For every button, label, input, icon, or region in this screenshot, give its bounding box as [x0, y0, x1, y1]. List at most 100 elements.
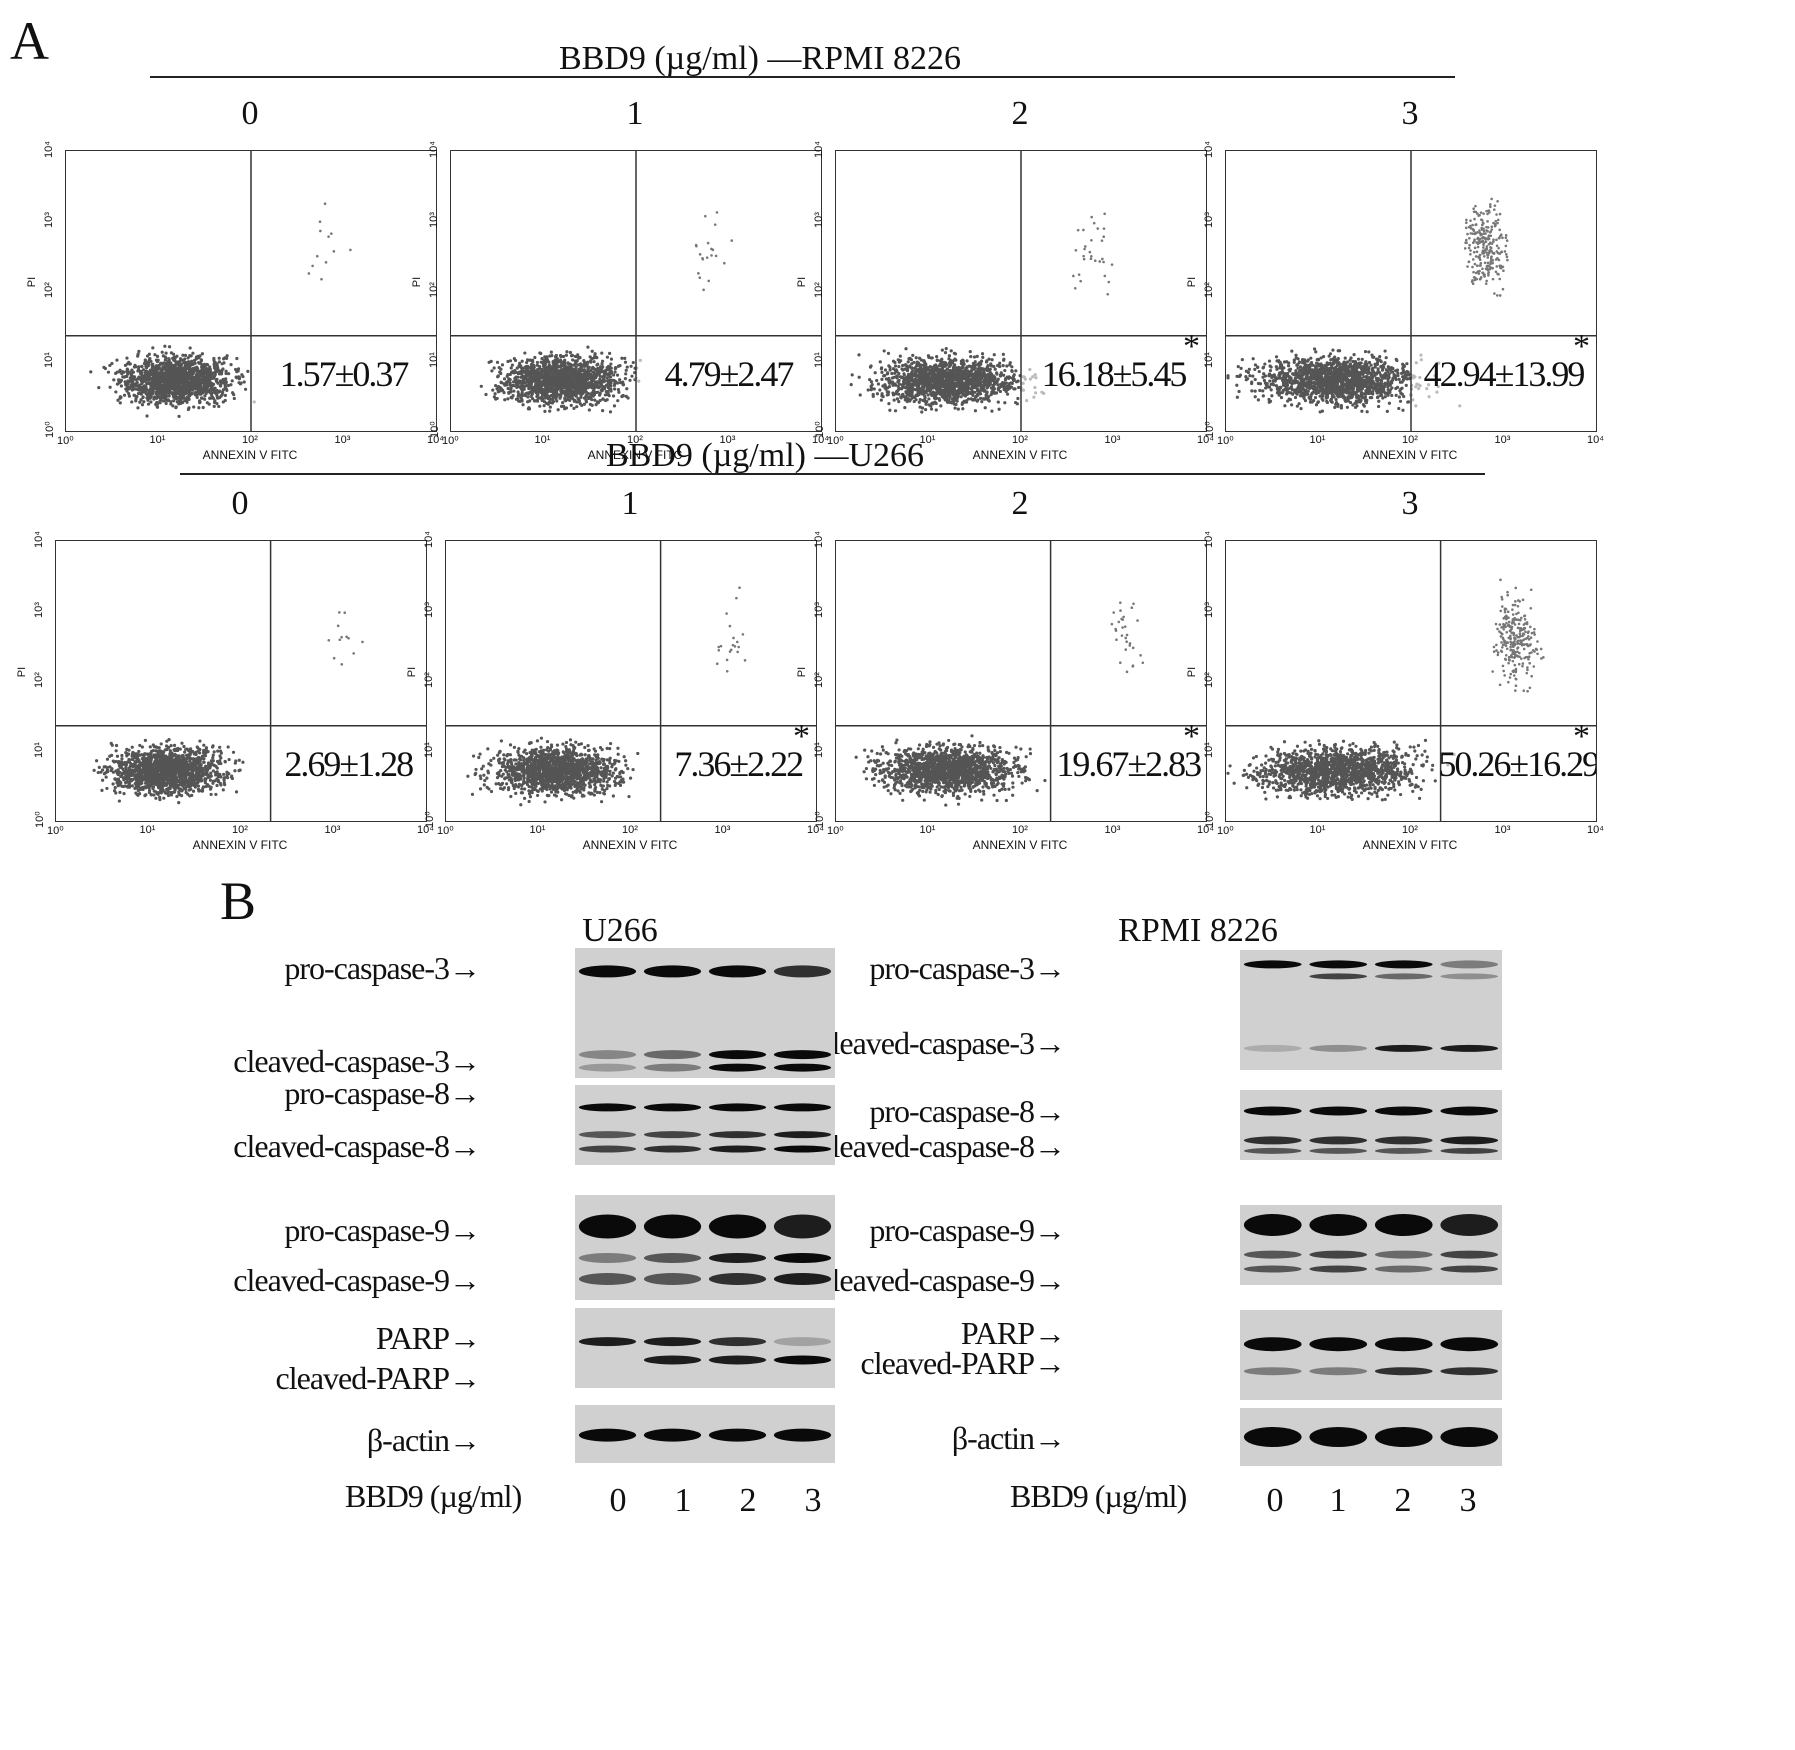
- blot-band: [578, 1337, 637, 1347]
- x-tick-label: 10⁴: [807, 824, 824, 836]
- blot-band: [773, 1050, 832, 1060]
- lower-right-quadrant-value: 16.18±5.45: [1041, 353, 1188, 394]
- x-tick-label: 10⁴: [427, 434, 444, 446]
- blot-band: [1243, 1427, 1302, 1447]
- lower-right-quadrant-value: 50.26±16.29: [1438, 743, 1597, 784]
- y-tick-label: 10⁰: [34, 811, 46, 828]
- y-tick-label: 10⁴: [813, 531, 825, 548]
- blot-band: [1309, 1136, 1368, 1145]
- right-label-cleaved-caspase-9: cleaved-caspase-9→: [818, 1262, 1066, 1298]
- panel-b-letter: B: [220, 871, 257, 931]
- blot-band: [1440, 1250, 1499, 1259]
- y-tick-label: 10⁴: [813, 141, 825, 158]
- left-label-beta-actin: β-actin→: [366, 1422, 481, 1458]
- x-tick-label: 10⁴: [1197, 434, 1214, 446]
- x-tick-label: 10¹: [1309, 434, 1326, 446]
- blot-band: [578, 1273, 637, 1285]
- x-tick-label: 10³: [714, 824, 731, 836]
- blot-band: [1309, 1265, 1368, 1273]
- x-tick-label: 10⁰: [827, 825, 844, 837]
- x-axis-label: ANNEXIN V FITC: [582, 838, 678, 852]
- blot-band: [643, 1050, 702, 1060]
- right-label-beta-actin: β-actin→: [951, 1420, 1066, 1456]
- y-tick-label: 10³: [813, 602, 825, 618]
- y-axis-label: PI: [796, 666, 809, 678]
- x-tick-label: 10⁴: [812, 434, 829, 446]
- blot-band: [1440, 960, 1499, 969]
- x-tick-label: 10⁰: [1217, 825, 1234, 837]
- flow-plot-row2-2: 19.67±2.83 *: [835, 540, 1207, 822]
- x-tick-label: 10³: [719, 434, 736, 446]
- blot-band: [643, 1428, 702, 1442]
- y-tick-label: 10³: [43, 212, 55, 228]
- x-tick-label: 10³: [1104, 434, 1121, 446]
- x-tick-label: 10²: [622, 824, 638, 836]
- blot-band: [1374, 1427, 1433, 1447]
- dose-label-row2-0: 0: [231, 485, 249, 522]
- u266-beta-actin-blot: [575, 1405, 835, 1463]
- dose-label-row2-1: 1: [621, 485, 639, 522]
- blot-band: [578, 1103, 637, 1112]
- x-tick-label: 10⁰: [47, 825, 64, 837]
- blot-band: [1309, 1147, 1368, 1154]
- blot-band: [578, 1131, 637, 1139]
- right-dose-label: BBD9 (µg/ml): [1010, 1478, 1187, 1514]
- blot-band: [1374, 1337, 1433, 1352]
- right-lane-3: 3: [1459, 1482, 1477, 1519]
- lower-right-quadrant-value: 42.94±13.99: [1423, 353, 1586, 394]
- y-tick-label: 10¹: [1203, 352, 1215, 368]
- right-label-cleaved-caspase-3: cleaved-caspase-3→: [818, 1025, 1066, 1061]
- u266-caspase-9-blot: [575, 1195, 835, 1300]
- left-label-pro-caspase-8: pro-caspase-8→: [284, 1075, 481, 1111]
- right-label-pro-caspase-3: pro-caspase-3→: [869, 950, 1066, 986]
- left-lane-1: 1: [674, 1482, 692, 1519]
- x-axis-label: ANNEXIN V FITC: [192, 838, 288, 852]
- blot-band: [643, 1253, 702, 1263]
- significance-star: *: [1183, 327, 1200, 365]
- y-tick-label: 10²: [813, 282, 825, 298]
- x-tick-label: 10⁰: [442, 435, 459, 447]
- blot-band: [1374, 1265, 1433, 1273]
- blot-band: [1440, 1265, 1499, 1273]
- rpmi-caspase-3-blot: [1240, 950, 1502, 1070]
- y-tick-label: 10¹: [1203, 742, 1215, 758]
- blot-band: [708, 1355, 767, 1365]
- blot-band: [773, 1063, 832, 1072]
- blot-band: [1440, 973, 1499, 980]
- x-tick-label: 10¹: [149, 434, 166, 446]
- y-tick-label: 10³: [423, 602, 435, 618]
- scatter-points: [1226, 541, 1596, 821]
- blot-band: [578, 1428, 637, 1442]
- left-label-cleaved-parp: cleaved-PARP→: [275, 1360, 481, 1396]
- x-tick-label: 10³: [1104, 824, 1121, 836]
- blot-band: [1309, 1106, 1368, 1116]
- blot-band: [578, 1214, 637, 1239]
- blot-band: [708, 1050, 767, 1060]
- left-label-cleaved-caspase-8: cleaved-caspase-8→: [233, 1128, 481, 1164]
- y-tick-label: 10²: [428, 282, 440, 298]
- flow-plot-row2-0: 2.69±1.28: [55, 540, 427, 822]
- scatter-points: [446, 541, 816, 821]
- x-tick-label: 10³: [334, 434, 351, 446]
- blot-band: [1309, 1367, 1368, 1376]
- x-tick-label: 10¹: [919, 434, 936, 446]
- y-tick-label: 10³: [428, 212, 440, 228]
- x-tick-label: 10²: [1402, 824, 1418, 836]
- x-axis-label: ANNEXIN V FITC: [972, 448, 1068, 462]
- x-tick-label: 10²: [1402, 434, 1418, 446]
- y-tick-label: 10¹: [813, 352, 825, 368]
- y-tick-label: 10⁰: [1204, 811, 1216, 828]
- u266-blot-title: U266: [582, 912, 658, 949]
- x-tick-label: 10⁴: [417, 824, 434, 836]
- left-lane-0: 0: [609, 1482, 627, 1519]
- blot-band: [578, 1050, 637, 1060]
- blot-band: [1243, 1250, 1302, 1259]
- row2-title: BBD9 (µg/ml) —U266: [605, 437, 925, 474]
- blot-band: [1243, 960, 1302, 969]
- blot-band: [643, 1063, 702, 1072]
- y-tick-label: 10²: [813, 672, 825, 688]
- y-tick-label: 10⁴: [423, 531, 435, 548]
- right-label-cleaved-caspase-8: cleaved-caspase-8→: [818, 1128, 1066, 1164]
- blot-band: [708, 1103, 767, 1112]
- blot-band: [1374, 1250, 1433, 1259]
